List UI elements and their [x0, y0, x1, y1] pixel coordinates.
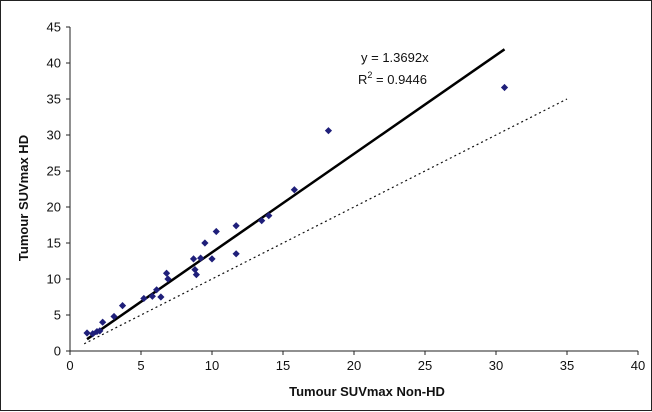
x-tick-label: 25: [418, 358, 432, 373]
data-point: [157, 293, 165, 301]
r-squared-value: = 0.9446: [372, 72, 427, 87]
data-point: [164, 275, 172, 283]
y-tick-label: 25: [47, 164, 61, 179]
y-tick-label: 5: [54, 308, 61, 323]
data-point: [192, 271, 200, 279]
x-tick-label: 20: [347, 358, 361, 373]
identity-line: [83, 98, 568, 345]
data-point: [96, 327, 104, 335]
x-axis-title: Tumour SUVmax Non-HD: [289, 384, 445, 399]
data-point: [162, 269, 171, 277]
x-tick-label: 30: [489, 358, 503, 373]
y-tick-label: 15: [47, 236, 61, 251]
data-point: [118, 302, 127, 310]
y-tick-label: 0: [54, 344, 61, 359]
data-point: [290, 186, 298, 194]
data-point: [265, 212, 273, 220]
x-tick-label: 35: [560, 358, 574, 373]
data-point: [258, 217, 266, 225]
data-point: [197, 254, 205, 262]
data-point: [324, 127, 333, 135]
data-point: [191, 266, 199, 274]
data-point: [99, 318, 107, 326]
axes: [66, 26, 639, 355]
data-point: [212, 227, 220, 236]
r-squared-label: R2 = 0.9446: [358, 70, 427, 87]
x-tick-label: 0: [66, 358, 73, 373]
data-points: [83, 83, 509, 338]
x-tick-label: 15: [276, 358, 290, 373]
data-point: [232, 250, 240, 258]
data-point: [83, 329, 91, 337]
y-tick-label: 40: [47, 56, 61, 71]
data-point: [208, 255, 216, 263]
y-tick-label: 45: [47, 20, 61, 35]
data-point: [189, 255, 198, 263]
y-tick-label: 20: [47, 200, 61, 215]
y-tick-label: 10: [47, 272, 61, 287]
data-point: [89, 330, 97, 338]
x-tick-label: 10: [205, 358, 219, 373]
y-axis-title: Tumour SUVmax HD: [16, 135, 31, 261]
data-point: [232, 222, 240, 230]
data-point: [140, 294, 148, 303]
r-squared-prefix: R: [358, 72, 367, 87]
x-tick-label: 40: [631, 358, 645, 373]
y-tick-label: 35: [47, 92, 61, 107]
data-point: [110, 312, 118, 321]
r-squared-superscript: 2: [367, 70, 372, 80]
data-point: [500, 83, 509, 92]
trend-equation: y = 1.3692x: [361, 50, 429, 65]
data-point: [148, 292, 156, 300]
data-point: [153, 286, 161, 294]
y-tick-label: 30: [47, 128, 61, 143]
data-point: [201, 239, 209, 247]
x-tick-label: 5: [137, 358, 144, 373]
tick-labels: 0 5 10 15 20 25 30 35 40 0 5 10 15 20 25 30 35 40 45: [47, 20, 646, 374]
